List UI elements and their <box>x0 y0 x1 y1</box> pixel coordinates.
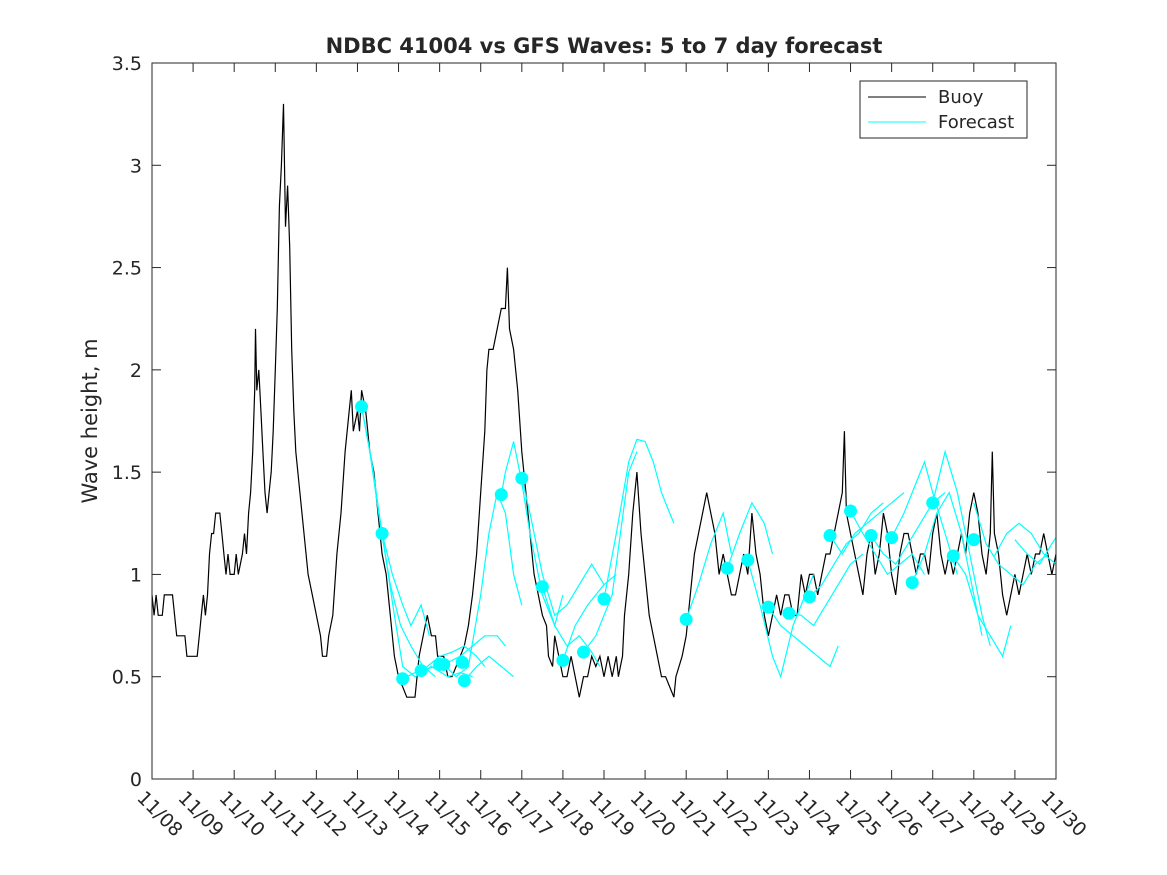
forecast-marker <box>679 612 693 626</box>
forecast-line <box>788 553 864 627</box>
forecast-marker <box>597 592 611 606</box>
forecast-line <box>767 606 839 668</box>
forecast-line <box>603 438 675 600</box>
forecast-line <box>911 491 983 636</box>
y-tick-label: 1.5 <box>112 462 142 484</box>
legend: Buoy Forecast <box>859 80 1028 139</box>
forecast-line <box>993 522 1056 565</box>
legend-box <box>859 80 1028 139</box>
forecast-line <box>521 478 605 617</box>
forecast-line <box>685 511 732 620</box>
forecast-line <box>726 501 774 569</box>
forecast-marker <box>437 657 451 671</box>
forecast-marker <box>823 529 837 543</box>
legend-forecast-label: Forecast <box>938 112 1014 133</box>
forecast-marker <box>926 496 940 510</box>
forecast-marker <box>864 529 878 543</box>
forecast-line <box>891 460 958 575</box>
forecast-marker <box>741 553 755 567</box>
legend-buoy-label: Buoy <box>938 87 984 108</box>
forecast-marker <box>946 549 960 563</box>
forecast-marker <box>355 400 369 414</box>
y-axis: 0 0.5 1 1.5 2 2.5 3 3.5 <box>112 53 1056 791</box>
forecast-marker <box>375 527 389 541</box>
forecast-line <box>562 573 617 661</box>
forecast-line <box>809 502 884 598</box>
forecast-marker <box>967 533 981 547</box>
y-tick-label: 3.5 <box>112 53 142 75</box>
forecast-line <box>849 510 926 576</box>
forecast-line <box>1014 537 1056 566</box>
y-tick-label: 2.5 <box>112 258 142 280</box>
forecast-line <box>443 490 523 678</box>
forecast-line <box>973 502 1049 586</box>
forecast-markers <box>355 400 981 688</box>
chart-title: NDBC 41004 vs GFS Waves: 5 to 7 day fore… <box>326 34 883 58</box>
y-tick-label: 0 <box>130 769 142 791</box>
forecast-line <box>952 555 1012 658</box>
y-axis-label: Wave height, m <box>78 338 102 503</box>
y-tick-label: 2 <box>130 360 142 382</box>
forecast-marker <box>455 655 469 669</box>
forecast-marker <box>556 653 570 667</box>
forecast-marker <box>457 674 471 688</box>
forecast-marker <box>576 645 590 659</box>
y-tick-label: 3 <box>130 155 142 177</box>
y-tick-label: 0.5 <box>112 667 142 689</box>
forecast-line <box>541 586 601 667</box>
forecast-marker <box>885 531 899 545</box>
forecast-marker <box>515 471 529 485</box>
forecast-marker <box>905 576 919 590</box>
y-tick-label: 1 <box>130 564 142 586</box>
forecast-series <box>361 406 1056 682</box>
forecast-line <box>361 406 430 636</box>
forecast-marker <box>802 590 816 604</box>
forecast-line <box>583 451 638 653</box>
forecast-marker <box>414 664 428 678</box>
forecast-line <box>829 492 905 556</box>
forecast-marker <box>761 600 775 614</box>
forecast-line <box>932 449 991 647</box>
forecast-marker <box>535 580 549 594</box>
forecast-marker <box>396 672 410 686</box>
forecast-marker <box>844 504 858 518</box>
forecast-marker <box>494 488 508 502</box>
forecast-marker <box>782 606 796 620</box>
forecast-line <box>463 655 514 682</box>
forecast-marker <box>720 561 734 575</box>
